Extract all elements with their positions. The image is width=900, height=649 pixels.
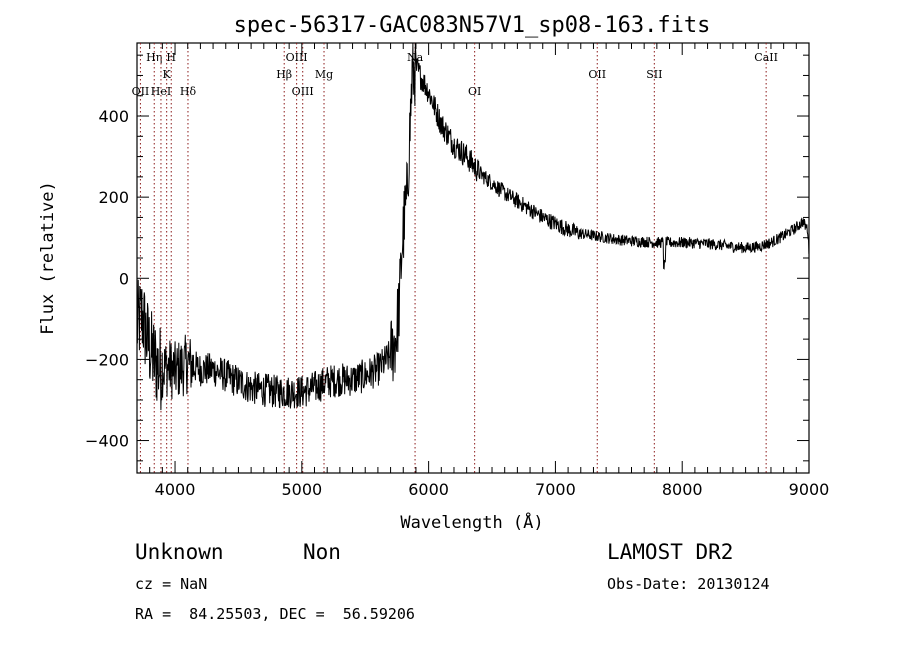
spectral-line-label: Mg (315, 68, 333, 81)
chart-title: spec-56317-GAC083N57V1_sp08-163.fits (234, 13, 711, 38)
spectral-line-label: H (166, 51, 176, 64)
y-tick-label: 200 (98, 188, 129, 207)
spectral-line-label: Hη (146, 51, 162, 64)
spectral-line-label: HeI (151, 85, 171, 98)
x-axis-label: Wavelength (Å) (400, 511, 543, 533)
redshift-label: cz = NaN (135, 575, 207, 593)
observation-date: Obs-Date: 20130124 (607, 575, 770, 593)
spectral-line-label: K (163, 68, 172, 81)
y-tick-label: 0 (119, 269, 129, 288)
y-tick-labels: −400 −200 0 200 400 (85, 107, 129, 451)
x-tick-labels: 4000 5000 6000 7000 8000 9000 (155, 480, 830, 499)
y-tick-label: −400 (85, 432, 129, 451)
object-class: Unknown (135, 540, 224, 564)
spectral-line-label: OII (132, 85, 150, 98)
spectral-line-label: Hδ (180, 85, 197, 98)
spectral-line-label: SII (646, 68, 662, 81)
spectral-line-label: OIII (292, 85, 314, 98)
x-tick-label: 5000 (281, 480, 322, 499)
x-tick-label: 8000 (662, 480, 703, 499)
spectral-line-label: CaII (754, 51, 778, 64)
spectral-line-label: OIII (286, 51, 308, 64)
y-axis-label: Flux (relative) (38, 181, 58, 335)
coordinates-label: RA = 84.25503, DEC = 56.59206 (135, 605, 415, 623)
x-tick-label: 9000 (789, 480, 830, 499)
spectral-line-label: Hβ (276, 68, 292, 81)
survey-label: LAMOST DR2 (607, 540, 733, 564)
spectral-line-label: OII (588, 68, 606, 81)
y-tick-label: 400 (98, 107, 129, 126)
object-subclass: Non (303, 540, 341, 564)
axis-ticks (136, 43, 810, 473)
x-tick-label: 6000 (408, 480, 449, 499)
spectral-line-label: OI (468, 85, 481, 98)
spectrum-line (136, 42, 810, 411)
x-tick-label: 4000 (155, 480, 196, 499)
x-tick-label: 7000 (535, 480, 576, 499)
plot-frame (136, 42, 810, 474)
y-tick-label: −200 (85, 350, 129, 369)
